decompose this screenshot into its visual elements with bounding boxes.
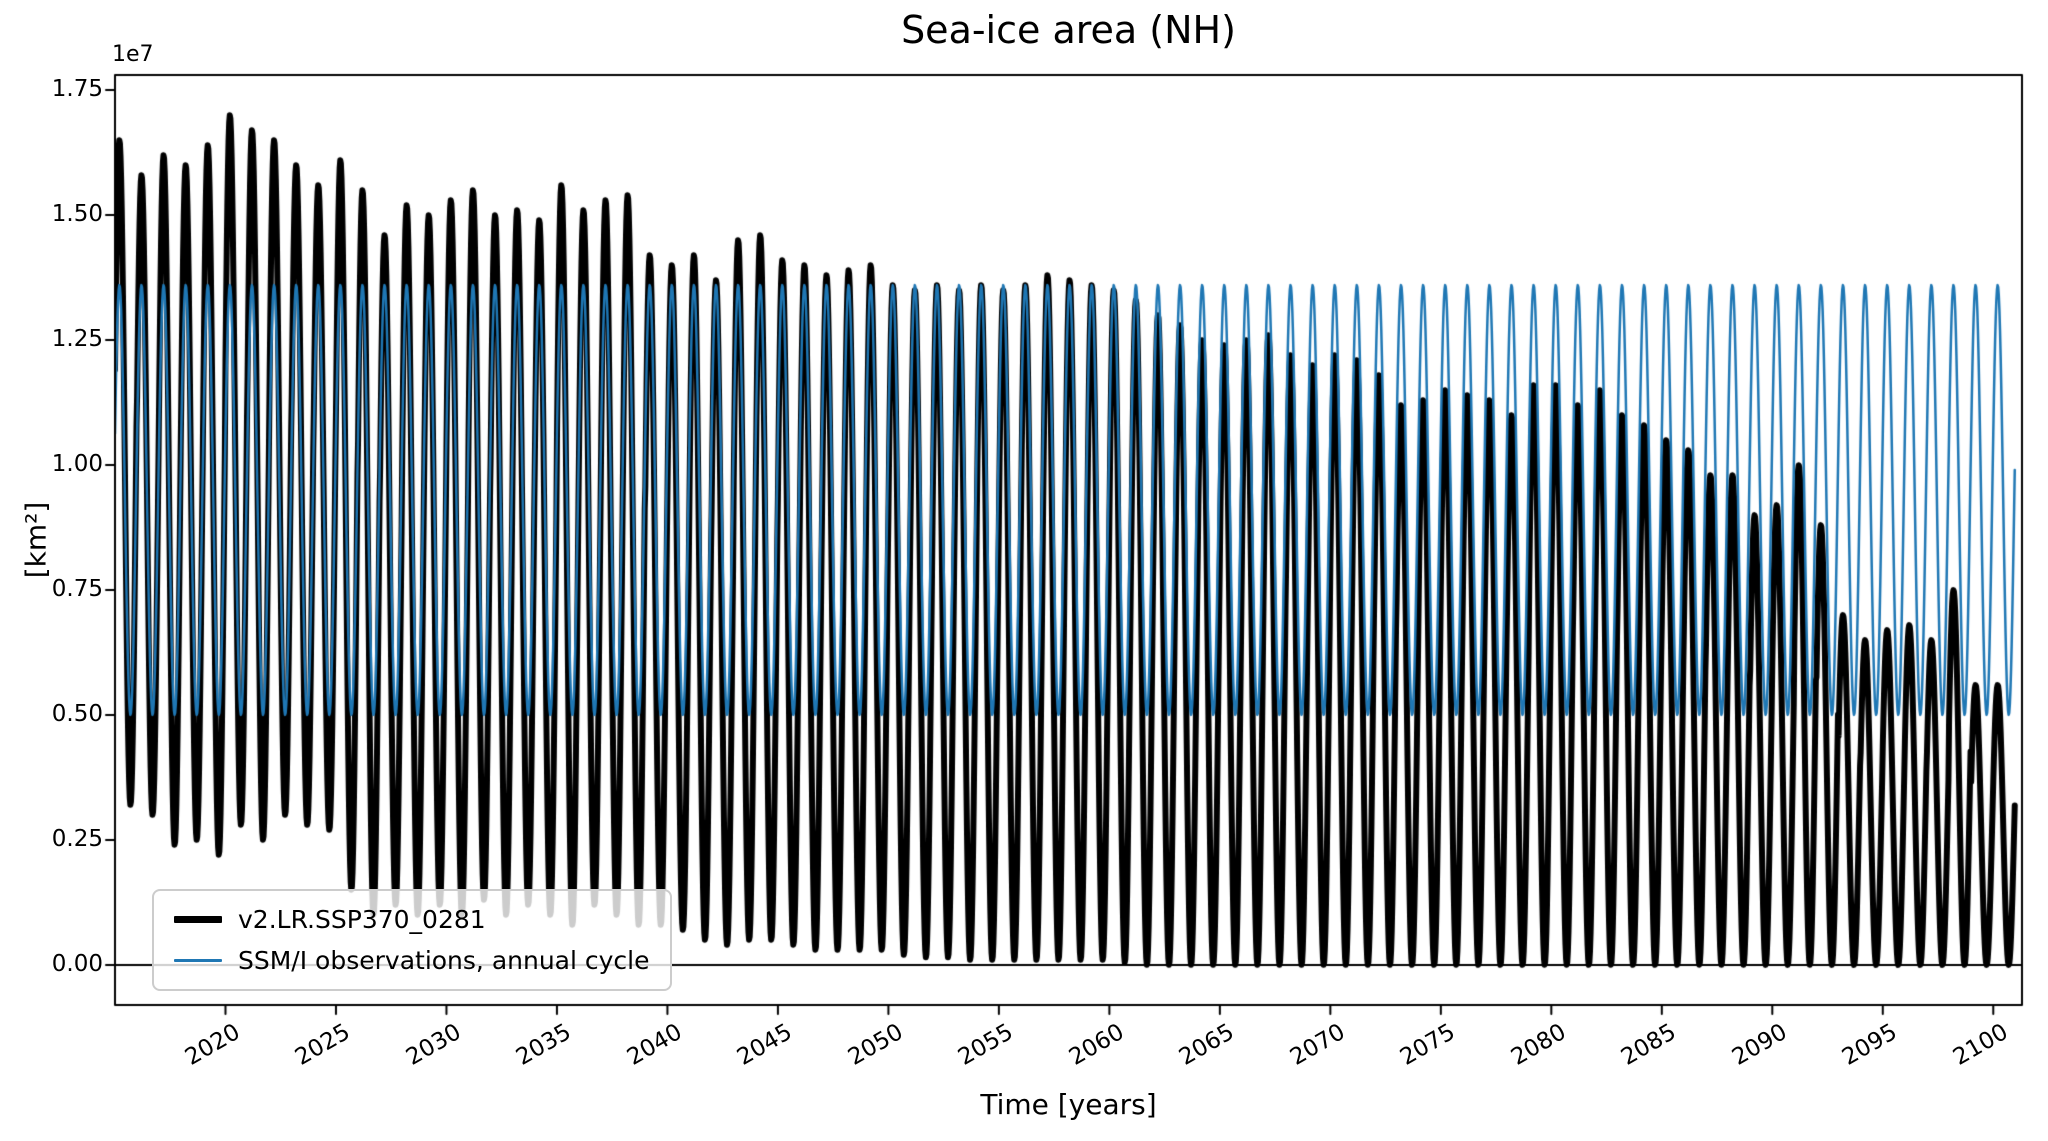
y-tick-label: 0.50 xyxy=(51,701,103,727)
x-axis-label: Time [years] xyxy=(980,1088,1157,1121)
y-tick-label: 0.75 xyxy=(51,576,103,602)
legend-label-observations: SSM/I observations, annual cycle xyxy=(238,946,650,975)
legend: v2.LR.SSP370_0281 SSM/I observations, an… xyxy=(152,889,672,991)
legend-line-sample-observations xyxy=(174,959,222,962)
y-tick-label: 1.75 xyxy=(51,76,103,102)
y-tick-label: 1.50 xyxy=(51,201,103,227)
chart-title: Sea-ice area (NH) xyxy=(901,8,1236,52)
legend-item-model: v2.LR.SSP370_0281 xyxy=(174,905,650,934)
y-tick-label: 0.25 xyxy=(51,826,103,852)
y-axis-label: [km²] xyxy=(19,501,53,579)
legend-line-sample-model xyxy=(174,916,222,923)
y-tick-label: 1.25 xyxy=(51,326,103,352)
legend-item-observations: SSM/I observations, annual cycle xyxy=(174,946,650,975)
legend-label-model: v2.LR.SSP370_0281 xyxy=(238,905,486,934)
y-axis-offset-text: 1e7 xyxy=(112,42,154,67)
y-tick-label: 1.00 xyxy=(51,451,103,477)
y-tick-label: 0.00 xyxy=(51,951,103,977)
